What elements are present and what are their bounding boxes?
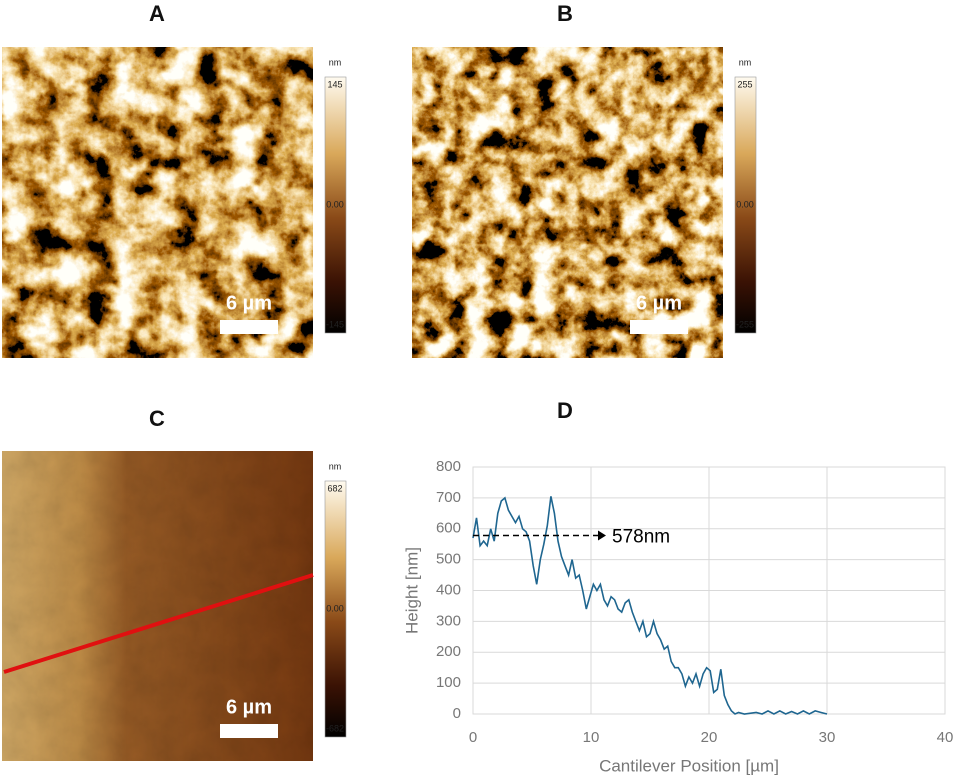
scale-bar: [630, 320, 688, 334]
colorbar-tick: -145: [326, 319, 344, 329]
x-tick-label: 30: [819, 729, 836, 746]
scale-bar: [220, 724, 278, 738]
panel-label: D: [557, 398, 573, 423]
data-line: [472, 496, 828, 715]
panel-label: A: [149, 1, 165, 26]
colorbar-unit: nm: [739, 57, 752, 67]
arrow-head: [598, 530, 606, 541]
x-tick-label: 40: [937, 729, 954, 746]
x-axis-label: Cantilever Position [µm]: [599, 756, 779, 775]
annotation-label: 578nm: [612, 527, 670, 548]
x-tick-label: 10: [583, 729, 600, 746]
colorbar-unit: nm: [329, 57, 342, 67]
x-tick-label: 20: [701, 729, 718, 746]
colorbar-tick: 0.00: [326, 199, 344, 209]
afm-texture: [2, 451, 313, 761]
colorbar-tick: 255: [737, 79, 752, 89]
colorbar-tick: 0.00: [736, 199, 754, 209]
y-tick-label: 200: [436, 643, 461, 660]
scale-bar: [220, 320, 278, 334]
colorbar-tick: 682: [327, 483, 342, 493]
line-chart: D 0 100 200 300 400 500 600 700 800 0 10 20 30 40 Canti…: [402, 398, 953, 776]
colorbar: [324, 480, 347, 738]
x-tick-label: 0: [469, 729, 477, 746]
afm-panels: A 6 µm nm 145 0.00 -145 B 6 µm nm 255 0.00 -255 C 6 µ…: [2, 1, 757, 761]
colorbar: [324, 76, 347, 334]
colorbar-tick: 145: [327, 79, 342, 89]
colorbar-unit: nm: [329, 461, 342, 471]
scale-bar-label: 6 µm: [636, 292, 682, 314]
afm-image: [2, 47, 313, 358]
y-tick-label: 500: [436, 551, 461, 568]
y-tick-label: 400: [436, 581, 461, 598]
y-tick-label: 800: [436, 458, 461, 475]
y-tick-label: 700: [436, 489, 461, 506]
panel-label: B: [557, 1, 573, 26]
y-axis-label: Height [nm]: [402, 547, 421, 634]
afm-image: [412, 47, 723, 358]
y-tick-label: 300: [436, 612, 461, 629]
colorbar: [734, 76, 757, 334]
colorbar-tick: -255: [736, 319, 754, 329]
scale-bar-label: 6 µm: [226, 292, 272, 314]
y-tick-label: 0: [453, 705, 461, 722]
colorbar-tick: 0.00: [326, 603, 344, 613]
panel-label: C: [149, 406, 165, 431]
colorbar-tick: -682: [326, 723, 344, 733]
profile-line: [3, 573, 314, 674]
scale-bar-label: 6 µm: [226, 696, 272, 718]
y-tick-label: 100: [436, 674, 461, 691]
y-tick-label: 600: [436, 520, 461, 537]
